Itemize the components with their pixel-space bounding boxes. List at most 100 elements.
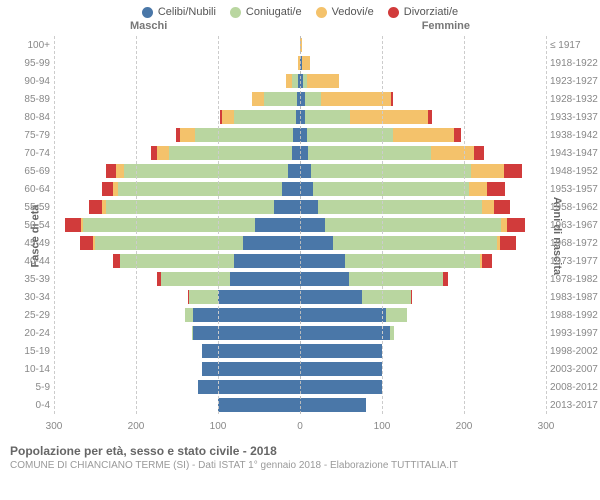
- x-tick-label: 200: [128, 421, 145, 432]
- birth-label: 1928-1932: [550, 94, 600, 105]
- bar-segment: [454, 128, 461, 143]
- bar-segment: [305, 110, 350, 125]
- birth-label: 1918-1922: [550, 58, 600, 69]
- bar-male: [151, 146, 300, 161]
- bar-segment: [300, 146, 308, 161]
- birth-label: 1948-1952: [550, 166, 600, 177]
- bar-male: [106, 164, 300, 179]
- grid-line: [464, 36, 465, 414]
- footer: Popolazione per età, sesso e stato civil…: [0, 436, 600, 471]
- chart-source: COMUNE DI CHIANCIANO TERME (SI) - Dati I…: [10, 460, 590, 471]
- birth-label: 2003-2007: [550, 364, 600, 375]
- bar-male: [188, 290, 300, 305]
- bar-segment: [494, 200, 510, 215]
- bar-segment: [321, 92, 391, 107]
- age-label: 80-84: [14, 112, 50, 123]
- bar-male: [202, 362, 300, 377]
- age-label: 60-64: [14, 184, 50, 195]
- bar-segment: [185, 308, 193, 323]
- legend-item: Celibi/Nubili: [142, 6, 216, 18]
- legend: Celibi/Nubili Coniugati/e Vedovi/e Divorzia…: [0, 0, 600, 20]
- bar-segment: [180, 128, 195, 143]
- bar-segment: [469, 182, 487, 197]
- bar-male: [80, 236, 300, 251]
- bar-segment: [95, 236, 243, 251]
- bar-segment: [193, 308, 300, 323]
- age-label: 30-34: [14, 292, 50, 303]
- chart-area: Fasce di età Anni di nascita 100+≤ 19179…: [0, 36, 600, 436]
- x-tick-label: 300: [538, 421, 555, 432]
- header-male: Maschi: [130, 20, 167, 32]
- grid-line: [546, 36, 547, 414]
- bar-segment: [202, 344, 300, 359]
- legend-label: Divorziati/e: [404, 6, 458, 18]
- bar-segment: [362, 290, 411, 305]
- birth-label: ≤ 1917: [550, 40, 600, 51]
- bar-female: [300, 56, 310, 71]
- bar-segment: [411, 290, 413, 305]
- bar-segment: [386, 308, 407, 323]
- bar-segment: [300, 344, 382, 359]
- bar-segment: [243, 236, 300, 251]
- bar-segment: [218, 398, 300, 413]
- birth-label: 1963-1967: [550, 220, 600, 231]
- bar-segment: [193, 326, 300, 341]
- bar-segment: [443, 272, 448, 287]
- birth-label: 1943-1947: [550, 148, 600, 159]
- bar-segment: [300, 164, 311, 179]
- bar-segment: [428, 110, 432, 125]
- bar-segment: [300, 254, 345, 269]
- legend-label: Vedovi/e: [332, 6, 374, 18]
- grid-line: [382, 36, 383, 414]
- bar-male: [113, 254, 300, 269]
- bar-segment: [471, 164, 504, 179]
- bar-segment: [300, 290, 362, 305]
- bar-segment: [390, 326, 394, 341]
- bar-segment: [106, 164, 116, 179]
- age-label: 0-4: [14, 400, 50, 411]
- bar-segment: [124, 164, 288, 179]
- legend-label: Coniugati/e: [246, 6, 302, 18]
- bar-segment: [504, 164, 522, 179]
- bar-segment: [300, 308, 386, 323]
- bar-segment: [83, 218, 255, 233]
- bar-female: [300, 164, 522, 179]
- age-label: 45-49: [14, 238, 50, 249]
- birth-label: 1958-1962: [550, 202, 600, 213]
- x-tick-label: 300: [46, 421, 63, 432]
- age-label: 75-79: [14, 130, 50, 141]
- gender-headers: Maschi Femmine: [0, 20, 600, 36]
- bar-male: [220, 110, 300, 125]
- bar-segment: [300, 182, 313, 197]
- bar-segment: [300, 398, 366, 413]
- bar-segment: [252, 92, 264, 107]
- bar-segment: [349, 272, 443, 287]
- bar-segment: [325, 218, 501, 233]
- bar-male: [198, 380, 301, 395]
- bar-segment: [274, 200, 300, 215]
- legend-item: Divorziati/e: [388, 6, 458, 18]
- bar-male: [218, 398, 300, 413]
- bar-female: [300, 290, 412, 305]
- bar-segment: [288, 164, 300, 179]
- bar-male: [102, 182, 300, 197]
- bar-segment: [116, 164, 124, 179]
- bar-segment: [222, 110, 234, 125]
- birth-label: 2008-2012: [550, 382, 600, 393]
- bar-female: [300, 200, 510, 215]
- bar-segment: [300, 272, 349, 287]
- age-label: 25-29: [14, 310, 50, 321]
- birth-label: 1978-1982: [550, 274, 600, 285]
- bar-female: [300, 326, 394, 341]
- age-label: 35-39: [14, 274, 50, 285]
- bar-female: [300, 110, 432, 125]
- legend-item: Vedovi/e: [316, 6, 374, 18]
- bar-segment: [161, 272, 231, 287]
- legend-swatch: [316, 7, 327, 18]
- chart-title: Popolazione per età, sesso e stato civil…: [10, 444, 590, 458]
- bar-female: [300, 398, 366, 413]
- bar-segment: [311, 164, 471, 179]
- bar-segment: [234, 110, 296, 125]
- bar-segment: [393, 128, 455, 143]
- x-tick-label: 100: [210, 421, 227, 432]
